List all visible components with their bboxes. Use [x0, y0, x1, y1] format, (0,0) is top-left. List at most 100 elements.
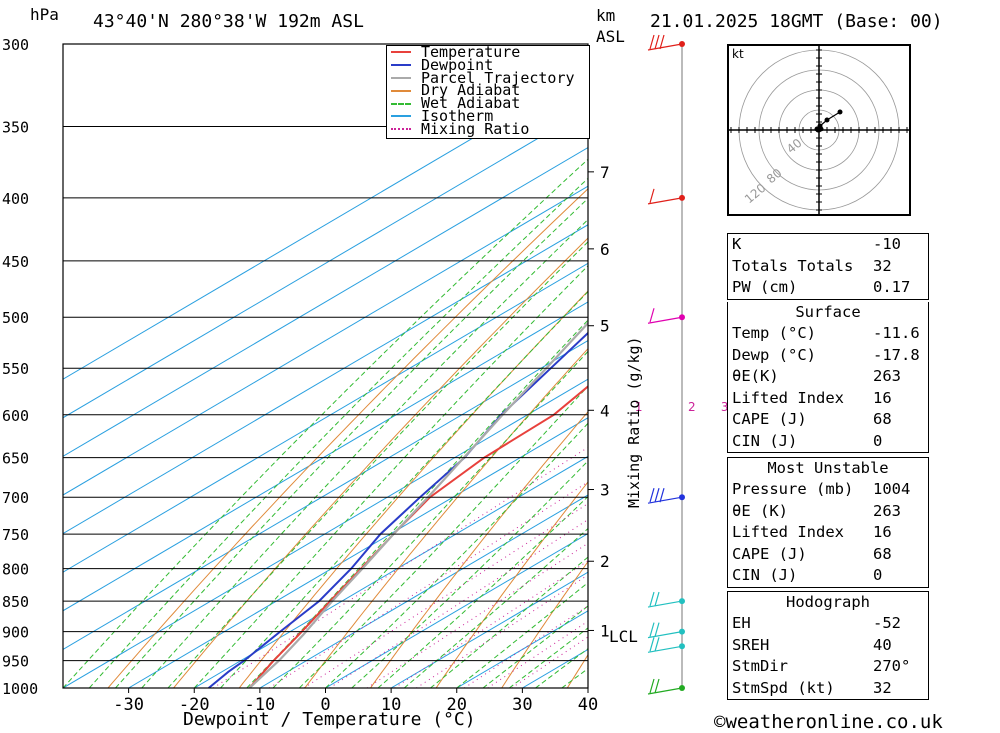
isotherm-line	[194, 455, 588, 688]
legend: Temperature Dewpoint Parcel Trajectory Dry …	[386, 45, 590, 139]
wet-adiabat-line	[430, 556, 588, 688]
row-value: 270°	[873, 657, 911, 675]
mixing-ratio-label: 2	[688, 400, 696, 414]
legend-label: Mixing Ratio	[421, 119, 530, 138]
pressure-tick-label: 600	[2, 407, 29, 425]
table-title: Most Unstable	[767, 459, 889, 477]
legend-item: Dewpoint	[387, 55, 589, 74]
legend-item: Dry Adiabat	[387, 81, 589, 100]
table-row: SREH 40	[728, 635, 928, 657]
hodograph-point	[824, 117, 830, 123]
pressure-tick-label: 500	[2, 309, 29, 327]
row-key: θE(K)	[732, 367, 779, 385]
row-key: Lifted Index	[732, 388, 844, 407]
pressure-tick-label: 450	[2, 253, 29, 271]
wet-adiabat-line	[115, 197, 588, 688]
row-value: 32	[873, 256, 892, 275]
x-tick-label: -30	[113, 695, 144, 715]
wind-barb-flag	[659, 34, 665, 50]
isotherm-line	[63, 69, 588, 380]
pressure-unit-label: hPa	[30, 5, 59, 24]
legend-label: Dry Adiabat	[421, 81, 521, 100]
table-row: CAPE (J) 68	[728, 544, 928, 566]
row-value: -10	[873, 235, 901, 253]
legend-item: Temperature	[387, 43, 589, 61]
wind-barb-shaft	[647, 600, 683, 608]
isotherm-line	[390, 571, 588, 688]
row-key: CIN (J)	[732, 431, 798, 450]
pressure-tick-label: 800	[2, 561, 29, 579]
x-tick-label: 20	[447, 695, 467, 715]
legend-item: Parcel Trajectory	[387, 68, 589, 87]
wind-barb-shaft	[647, 316, 683, 324]
row-value: 68	[873, 410, 892, 428]
row-value: 68	[873, 544, 892, 563]
row-key: Lifted Index	[732, 523, 844, 541]
table-title: Hodograph	[786, 593, 870, 611]
table-row: Totals Totals 32	[728, 256, 928, 278]
dewpoint-line	[208, 331, 588, 688]
table-row: θE(K) 263	[728, 366, 928, 388]
row-key: Temp (°C)	[732, 324, 816, 342]
wind-barb-shaft	[647, 496, 683, 504]
legend-swatch	[391, 51, 411, 54]
isotherm-line	[325, 533, 588, 688]
table-title: Surface	[795, 303, 861, 321]
wind-barb-shaft	[647, 631, 683, 639]
row-value: 16	[873, 388, 892, 407]
wet-adiabat-line	[377, 495, 588, 688]
row-value: -17.8	[873, 345, 920, 364]
row-key: Pressure (mb)	[732, 480, 854, 498]
legend-label: Temperature	[421, 43, 521, 61]
table-row: Lifted Index 16	[728, 388, 928, 410]
wind-barb-flag	[649, 308, 655, 323]
row-value: 16	[873, 523, 892, 541]
wind-barb-flag	[654, 622, 660, 637]
wind-barb-flag	[649, 591, 655, 607]
isotherm-line	[259, 494, 588, 688]
indices-table: K -10 Totals Totals 32 PW (cm) 0.17	[727, 233, 929, 300]
x-tick-label: -10	[245, 695, 276, 715]
isotherm-line	[63, 340, 588, 650]
pressure-tick-label: 900	[2, 624, 29, 642]
isotherm-line	[63, 146, 588, 457]
km-tick-label: 4	[600, 401, 610, 420]
pressure-tick-label: 650	[2, 450, 29, 468]
row-key: SREH	[732, 635, 770, 654]
legend-label: Parcel Trajectory	[421, 68, 575, 87]
wind-barb-flag	[649, 488, 655, 503]
wet-adiabat-line	[351, 460, 588, 688]
pressure-tick-label: 550	[2, 360, 29, 378]
x-tick-label: 10	[381, 695, 401, 715]
row-key: Dewp (°C)	[732, 345, 816, 364]
wet-adiabat-line	[482, 605, 588, 688]
location-title: 43°40'N 280°38'W 192m ASL	[93, 11, 364, 32]
table-row: StmSpd (kt) 32	[728, 678, 928, 700]
wind-barb-flag	[659, 488, 665, 503]
legend-swatch	[391, 89, 411, 92]
legend-label: Wet Adiabat	[421, 94, 521, 113]
table-row: CIN (J) 0	[728, 565, 928, 587]
x-axis-title: Dewpoint / Temperature (°C)	[183, 709, 476, 730]
mixing-ratio-axis-title: Mixing Ratio (g/kg)	[625, 336, 643, 508]
legend-label: Dewpoint	[421, 55, 494, 74]
isotherm-line	[63, 185, 588, 496]
mixing-ratio-label: 1	[635, 400, 643, 414]
table-row: CIN (J) 0	[728, 431, 928, 453]
wind-barb-flag	[654, 488, 660, 503]
row-value: 263	[873, 501, 901, 520]
legend-swatch	[391, 115, 411, 118]
dry-adiabat-line	[961, 44, 1000, 688]
mixing-ratio-line	[329, 519, 588, 688]
copyright-text: ©weatheronline.co.uk	[714, 711, 943, 733]
mixing-ratio-line	[303, 502, 588, 688]
table-row: Lifted Index 16	[728, 522, 928, 544]
surface-table: Surface Temp (°C) -11.6 Dewp (°C) -17.8 θE(K)…	[727, 302, 929, 453]
isotherm-line	[63, 224, 588, 535]
row-key: StmSpd (kt)	[732, 678, 835, 697]
row-value: 1004	[873, 480, 911, 498]
row-value: 0	[873, 431, 883, 450]
wet-adiabat-line	[325, 422, 588, 688]
km-tick-label: 6	[600, 240, 610, 259]
